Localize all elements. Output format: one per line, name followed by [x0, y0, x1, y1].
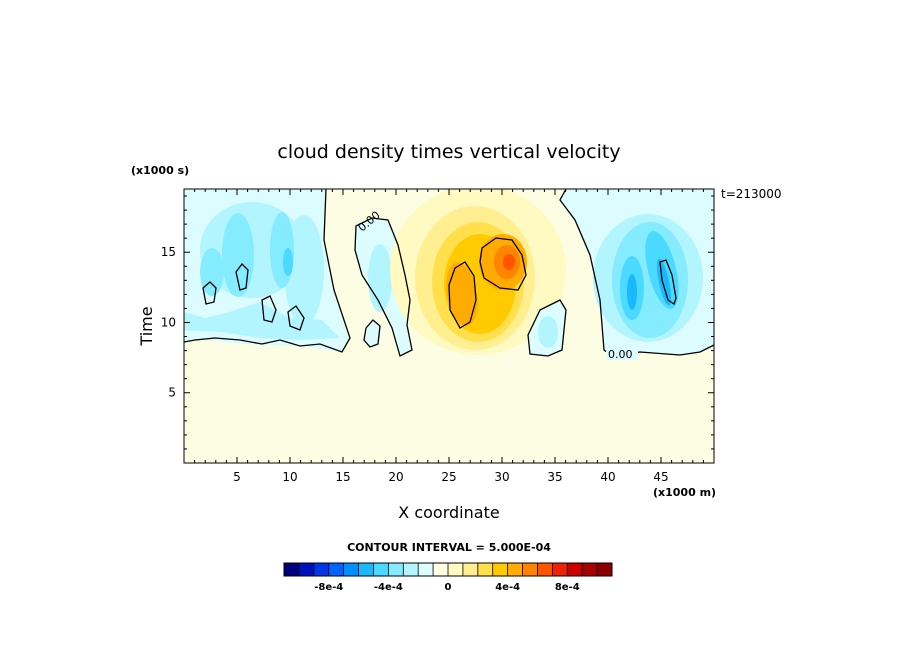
colorbar-labels: -8e-4 -4e-4 0 4e-4 8e-4 [314, 582, 580, 593]
colorbar-swatch [492, 563, 509, 576]
colorbar-swatch [403, 563, 419, 576]
contour-zero-tongue [354, 217, 413, 357]
colorbar-tick-label: -4e-4 [374, 582, 403, 593]
x-tick-label: 5 [233, 470, 241, 484]
chart-title: cloud density times vertical velocity [277, 141, 620, 163]
x-tick-label: 10 [282, 470, 297, 484]
fill-negative-west-weak-b [284, 215, 324, 325]
colorbar-tick-label: 0 [445, 582, 452, 593]
contour-zero-blob [363, 319, 381, 348]
x-tick-label: 35 [547, 470, 562, 484]
fill-positive-core-west [446, 262, 478, 326]
contour-positive-east [479, 237, 527, 291]
colorbar-swatch [552, 563, 568, 576]
colorbar-swatch [418, 563, 434, 576]
contour-label-east-bg [606, 346, 638, 360]
contour-interval-text: CONTOUR INTERVAL = 5.000E-04 [347, 541, 551, 554]
fill-negative-tongue-weak [368, 244, 392, 312]
colorbar-swatch [343, 563, 359, 576]
colorbar-swatch [477, 563, 494, 576]
fill-positive-peak-inner [503, 254, 515, 270]
x-tick-label: 20 [388, 470, 403, 484]
fill-negative-west-mid-c [200, 248, 224, 296]
y-tick-label: 15 [161, 245, 176, 259]
fill-negative-west-core [283, 248, 293, 276]
x-tick-label: 30 [494, 470, 509, 484]
fill-negative-west-base [184, 302, 340, 340]
contour-negative-streak [659, 259, 677, 306]
colorbar-swatch [284, 563, 300, 576]
fill-negative-east-core-a [627, 274, 637, 310]
colorbar-frame [283, 562, 613, 577]
colorbar-tick-label: 8e-4 [555, 582, 580, 593]
time-stamp: t=213000 [721, 187, 782, 201]
contour-zero-east [559, 189, 714, 357]
x-tick-label: 45 [653, 470, 668, 484]
colorbar-tick-label: -8e-4 [314, 582, 343, 593]
x-axis-label: X coordinate [398, 503, 499, 522]
x-tick-label: 40 [600, 470, 615, 484]
x-axis-ticks: 5 10 15 20 25 30 35 40 45 [194, 189, 704, 484]
y-axis-label: Time [137, 306, 156, 346]
colorbar-swatch [582, 563, 598, 576]
colorbar-swatch [448, 563, 464, 576]
colorbar-swatch [328, 563, 345, 576]
y-scale-label: (x1000 s) [131, 164, 189, 177]
contour-zero-west [184, 189, 351, 353]
colorbar-swatch [373, 563, 389, 576]
colorbar-swatch [537, 563, 553, 576]
colorbar-swatch [507, 563, 523, 576]
colorbar-swatch [522, 563, 538, 576]
colorbar-swatch [567, 563, 583, 576]
fill-negative-west-mid-a [222, 213, 254, 297]
plot-area: 0.00 0.00 [183, 188, 715, 464]
fill-negative-blob [365, 321, 381, 347]
contour-label-east: 0.00 [608, 348, 633, 361]
y-tick-label: 5 [168, 386, 176, 400]
x-scale-label: (x1000 m) [653, 486, 716, 499]
x-tick-label: 15 [335, 470, 350, 484]
contour-fills [184, 189, 714, 356]
x-tick-label: 25 [441, 470, 456, 484]
colorbar-swatch [433, 563, 449, 576]
colorbar [283, 562, 613, 577]
contour-lines [184, 189, 714, 357]
colorbar-swatch [358, 563, 374, 576]
contour-zero-pocket [527, 299, 567, 357]
y-tick-label: 10 [161, 315, 176, 329]
y-axis-ticks: 5 10 15 [161, 195, 714, 450]
colorbar-swatch [388, 563, 404, 576]
contour-positive-west [448, 261, 477, 329]
colorbar-swatch [462, 563, 479, 576]
contour-ragged-west [202, 263, 305, 331]
colorbar-swatch [597, 563, 613, 576]
colorbar-swatch [298, 563, 315, 576]
fill-negative-pocket-weak [538, 316, 558, 348]
colorbar-tick-label: 4e-4 [495, 582, 520, 593]
colorbar-swatch [313, 563, 330, 576]
